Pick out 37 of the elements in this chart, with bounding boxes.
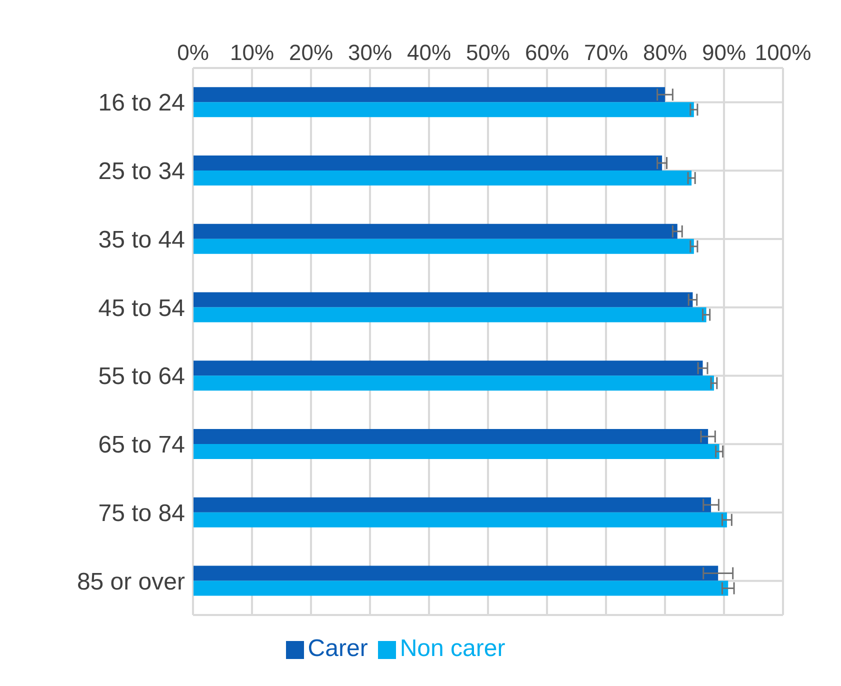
bar bbox=[193, 566, 718, 581]
y-tick-label: 75 to 84 bbox=[98, 500, 185, 527]
bar bbox=[193, 102, 694, 118]
x-tick-label: 20% bbox=[288, 40, 334, 65]
bar bbox=[193, 156, 662, 171]
legend-label: Non carer bbox=[400, 635, 506, 662]
y-tick-label: 35 to 44 bbox=[98, 226, 185, 254]
x-tick-label: 0% bbox=[177, 40, 209, 65]
bar bbox=[193, 429, 708, 444]
x-tick-label: 60% bbox=[524, 40, 570, 65]
bar bbox=[193, 224, 678, 239]
y-tick-label: 85 or over bbox=[76, 568, 186, 596]
bar bbox=[193, 360, 703, 376]
x-tick-label: 10% bbox=[230, 40, 274, 65]
x-tick-label: 40% bbox=[406, 40, 452, 65]
bar bbox=[193, 376, 714, 391]
bar bbox=[193, 307, 706, 322]
y-tick-label: 55 to 64 bbox=[98, 363, 185, 390]
y-tick-label: 16 to 24 bbox=[98, 90, 185, 117]
bar bbox=[193, 238, 694, 254]
x-tick-label: 80% bbox=[642, 40, 688, 65]
x-tick-label: 70% bbox=[584, 40, 628, 65]
bar bbox=[193, 512, 727, 528]
y-tick-label: 65 to 74 bbox=[98, 432, 185, 459]
bar bbox=[193, 292, 693, 308]
x-tick-label: 90% bbox=[702, 40, 746, 65]
bar bbox=[193, 580, 728, 596]
bar bbox=[193, 170, 692, 186]
bar bbox=[193, 87, 665, 102]
x-tick-label: 30% bbox=[348, 40, 392, 65]
x-tick-label: 100% bbox=[754, 40, 812, 65]
legend-label: Carer bbox=[308, 635, 368, 662]
bar bbox=[193, 497, 712, 512]
bar bbox=[193, 444, 720, 460]
y-tick-label: 45 to 54 bbox=[98, 294, 185, 322]
x-tick-label: 50% bbox=[466, 40, 510, 65]
y-tick-label: 25 to 34 bbox=[98, 158, 185, 186]
